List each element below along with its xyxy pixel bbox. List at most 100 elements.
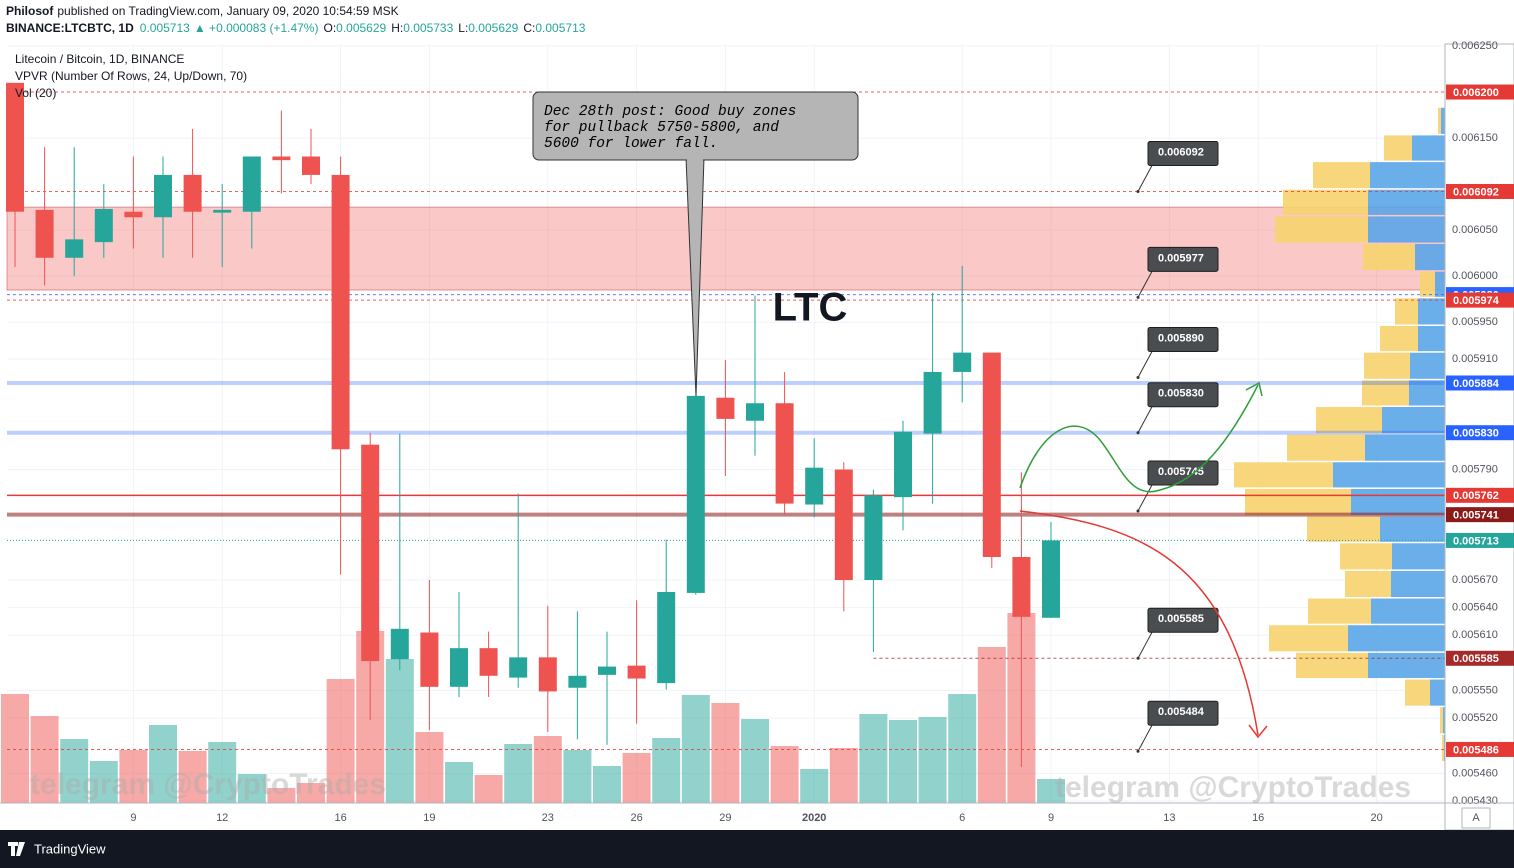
x-tick-label: 13 xyxy=(1163,812,1175,824)
vpvr-down xyxy=(1364,352,1410,379)
x-tick-label: 23 xyxy=(542,812,554,824)
price-label-box xyxy=(1446,741,1514,757)
price-label: 0.005713 xyxy=(1453,535,1499,547)
price-label-box xyxy=(1446,84,1514,100)
note-label: 0.005484 xyxy=(1158,706,1205,718)
y-tick-label: 0.006000 xyxy=(1452,270,1498,282)
plot-area: 0.006092 0.005977 0.005890 0.005830 0.005745… xyxy=(1,44,1446,803)
note-label: 0.005977 xyxy=(1158,252,1204,264)
note-box xyxy=(1147,700,1219,726)
vpvr-down xyxy=(1283,189,1368,215)
auto-scale-button[interactable] xyxy=(1461,807,1491,829)
vpvr-down xyxy=(1440,707,1443,734)
y-tick-label: 0.006250 xyxy=(1452,40,1498,52)
vpvr-down xyxy=(1287,434,1365,461)
note-label: 0.006092 xyxy=(1158,146,1204,158)
vpvr-up xyxy=(1418,298,1445,325)
vpvr-down xyxy=(1363,244,1415,271)
volume-bar xyxy=(563,750,592,803)
vpvr-down xyxy=(1340,543,1392,570)
y-tick-label: 0.005640 xyxy=(1452,602,1498,614)
candle-body xyxy=(331,174,350,450)
vpvr-down xyxy=(1395,298,1418,325)
x-tick-label: 19 xyxy=(423,812,435,824)
x-tick-label: 16 xyxy=(1252,812,1264,824)
x-tick-label: 16 xyxy=(334,812,346,824)
vpvr-up xyxy=(1348,625,1445,652)
vpvr-down xyxy=(1345,570,1391,598)
volume-bar xyxy=(504,744,533,803)
candle-body xyxy=(598,666,616,675)
vpvr-down xyxy=(1308,598,1371,624)
price-label-box xyxy=(1446,532,1514,548)
vpvr-up xyxy=(1392,543,1445,570)
vpvr-up xyxy=(1435,271,1445,297)
note-leader xyxy=(1137,271,1153,298)
price-label: 0.005741 xyxy=(1453,510,1499,522)
volume-bar xyxy=(208,742,237,803)
candle-body xyxy=(213,209,232,213)
callout-line: for pullback 5750-5800, and xyxy=(544,120,779,136)
price-label: 0.005585 xyxy=(1453,653,1499,665)
candle-body xyxy=(627,665,646,679)
x-tick-label: 2020 xyxy=(802,812,826,824)
candle-body xyxy=(479,648,498,676)
volume-bar xyxy=(267,788,296,803)
vpvr-down xyxy=(1405,679,1430,706)
note-box xyxy=(1147,607,1219,633)
note-anchor xyxy=(1136,375,1140,379)
callout-line: 5600 for lower fall. xyxy=(544,136,718,152)
candle-body xyxy=(154,174,172,218)
candle-body xyxy=(834,469,853,581)
vpvr-up xyxy=(1441,107,1445,134)
bounce-curve xyxy=(1019,384,1259,493)
candle-body xyxy=(805,467,824,505)
vpvr-down xyxy=(1296,652,1368,679)
candle-body xyxy=(94,208,113,243)
volume-bar xyxy=(741,719,769,803)
vpvr-down xyxy=(1307,516,1380,542)
x-tick-label: 29 xyxy=(719,812,731,824)
brand[interactable]: TradingView xyxy=(34,841,106,856)
vpvr-up xyxy=(1351,488,1445,516)
volume-bar xyxy=(711,703,740,803)
vpvr-up xyxy=(1368,216,1445,243)
arrowhead xyxy=(1245,381,1263,397)
auto-scale-label[interactable]: A xyxy=(1472,812,1480,824)
volume-bar xyxy=(593,766,621,803)
publish-line: Philosof published on TradingView.com, Ja… xyxy=(6,4,399,18)
callout-joint xyxy=(687,155,703,161)
vpvr-down xyxy=(1420,271,1435,297)
volume-bar xyxy=(622,753,651,803)
price: 0.005713 xyxy=(140,21,190,35)
price-label-box xyxy=(1446,375,1514,391)
vpvr-up xyxy=(1412,135,1445,161)
vpvr-down xyxy=(1275,216,1368,243)
ohlc-label: C: xyxy=(523,21,535,35)
candle-body xyxy=(6,82,24,212)
vpvr-down xyxy=(1313,162,1370,189)
price-label: 0.005830 xyxy=(1453,428,1499,440)
x-tick-label: 26 xyxy=(630,812,642,824)
volume-bar xyxy=(1,694,29,803)
vpvr-down xyxy=(1234,462,1333,488)
fall-curve xyxy=(1019,510,1259,736)
candle-body xyxy=(420,632,439,687)
ohlc-value: 0.005629 xyxy=(336,21,386,35)
note-label: 0.005830 xyxy=(1158,388,1204,400)
candle-body xyxy=(509,657,528,678)
volume-bar xyxy=(149,725,177,803)
volume-bar xyxy=(1037,779,1065,803)
candle-body xyxy=(390,628,409,660)
published: published on TradingView.com, January 09… xyxy=(57,4,398,18)
candle-body xyxy=(953,352,972,372)
vpvr-up xyxy=(1391,570,1445,598)
candle-body xyxy=(894,431,912,498)
candle-body xyxy=(538,657,557,692)
vpvr-up xyxy=(1371,598,1445,624)
vpvr-up xyxy=(1410,352,1445,379)
price-label-box xyxy=(1446,650,1514,666)
